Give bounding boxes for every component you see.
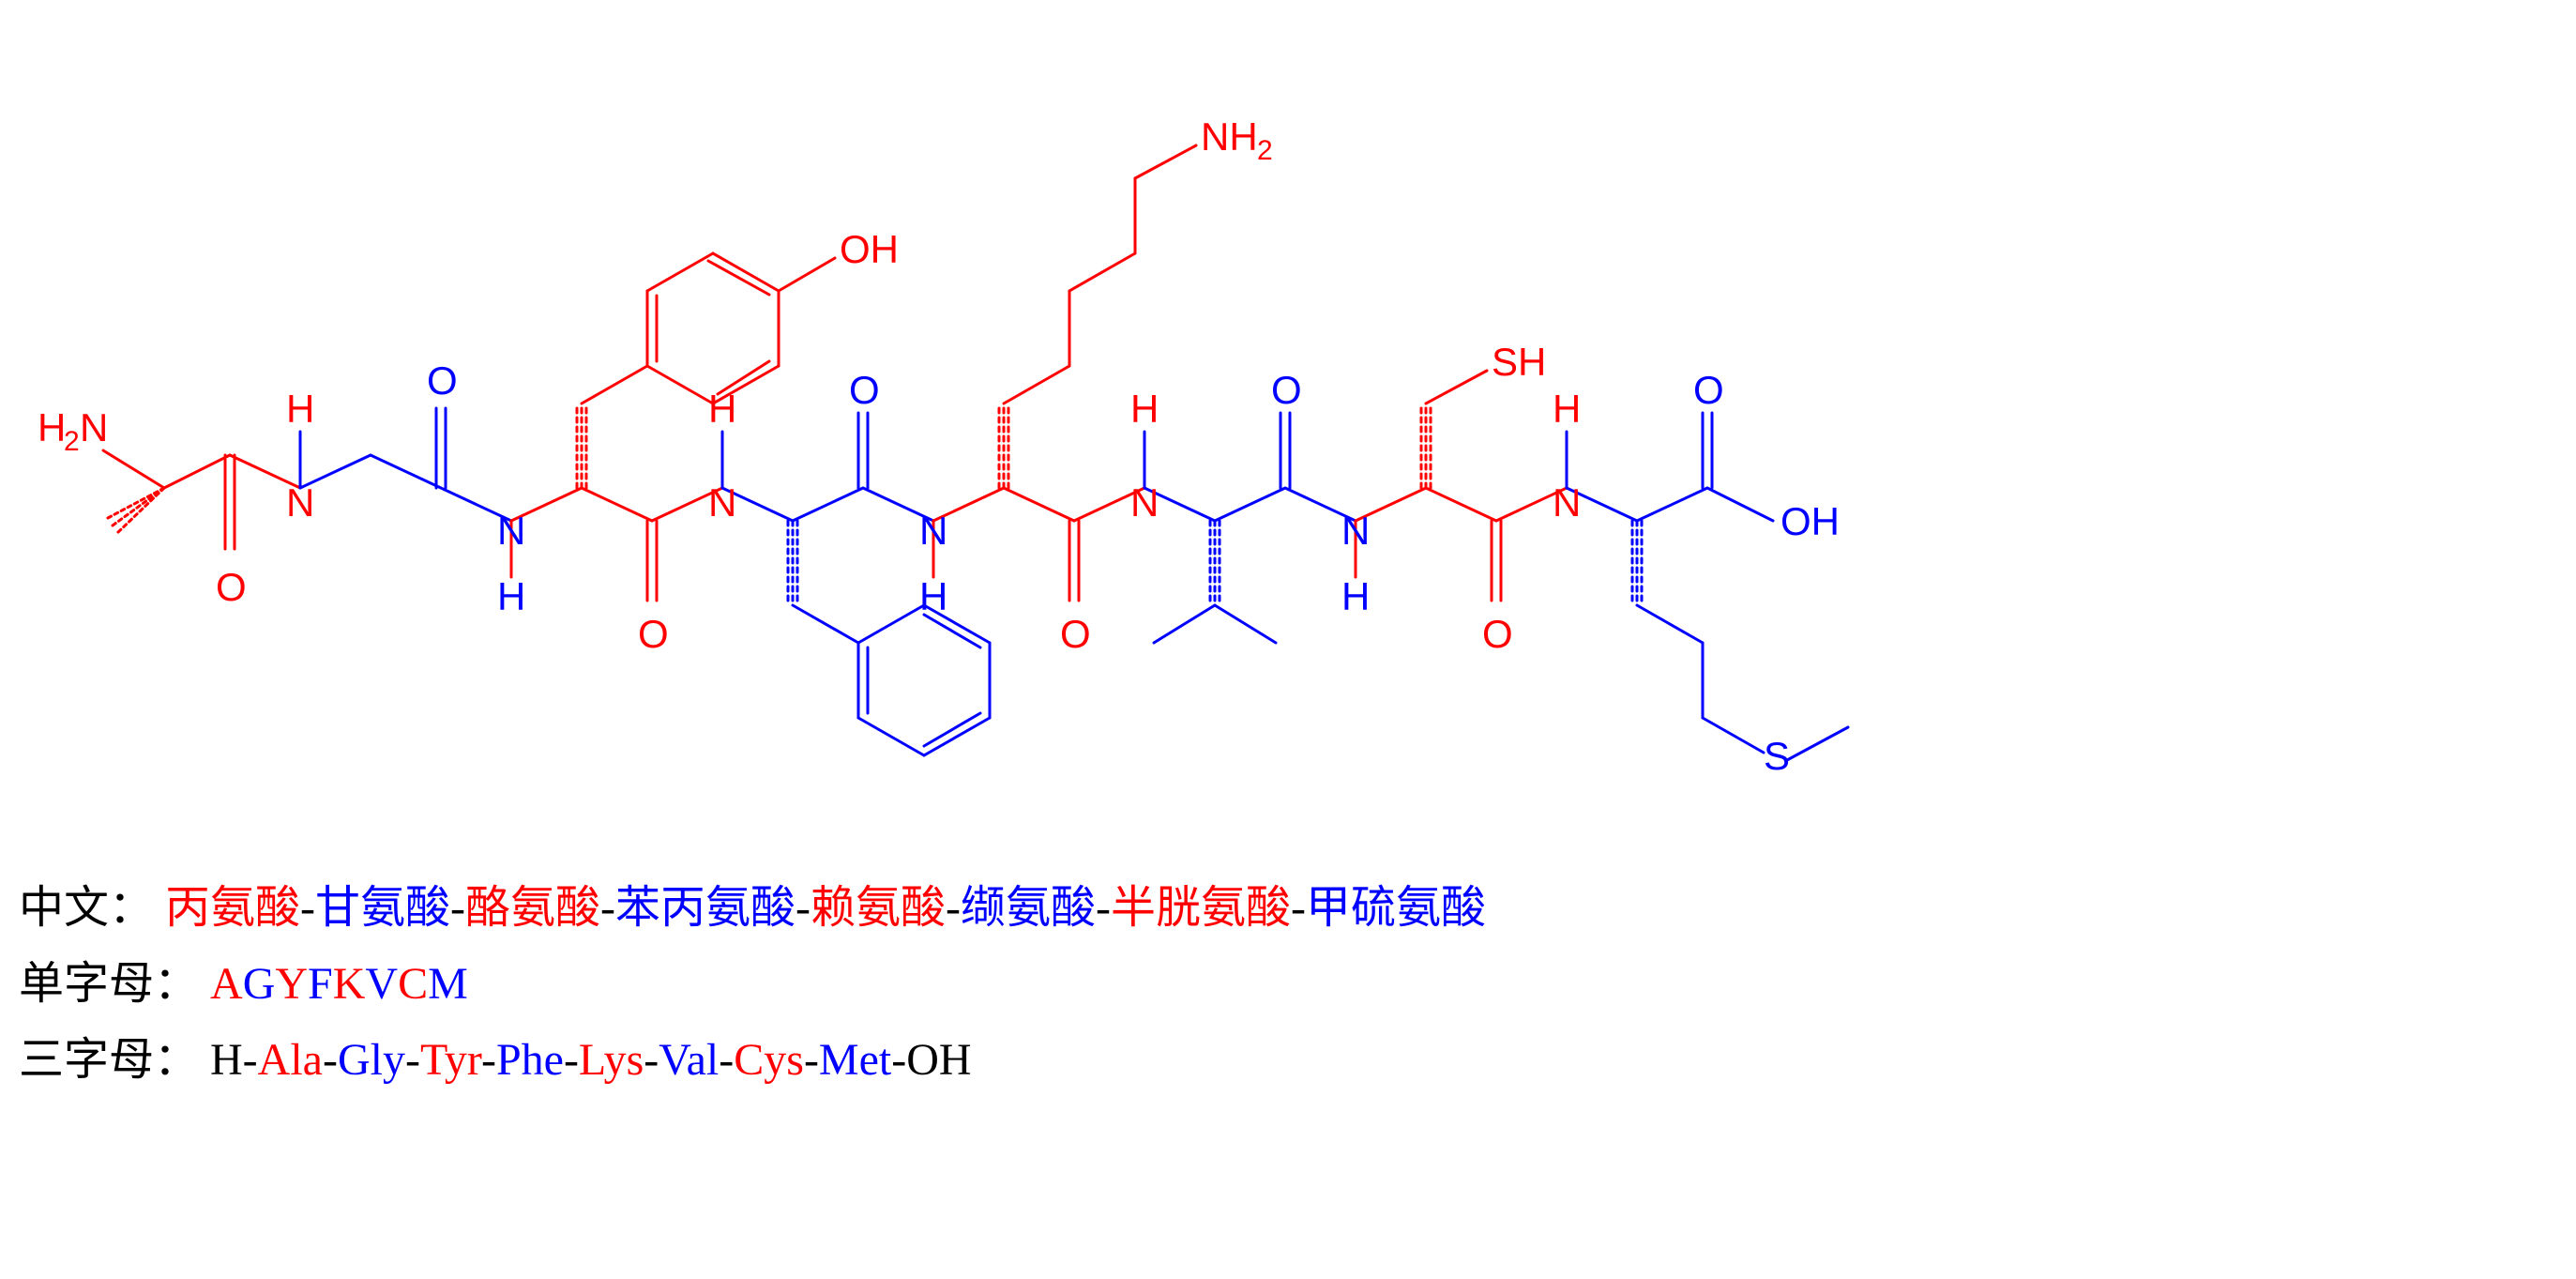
svg-text:H: H: [919, 574, 947, 618]
three-letter-prefix: 三字母：: [19, 1035, 199, 1085]
svg-text:O: O: [1271, 368, 1302, 412]
svg-text:N: N: [286, 480, 314, 525]
svg-text:O: O: [638, 612, 669, 656]
three-letter-row: 三字母： H-Ala-Gly-Tyr-Phe-Lys-Val-Cys-Met-O…: [19, 1025, 2552, 1097]
svg-text:2: 2: [64, 426, 80, 457]
svg-text:O: O: [216, 565, 247, 609]
peptide-diagram: H 2 N O N: [19, 19, 2552, 1096]
svg-text:H: H: [1130, 387, 1159, 431]
svg-text:N: N: [1553, 480, 1581, 525]
svg-text:H: H: [497, 574, 525, 618]
svg-text:O: O: [1693, 368, 1724, 412]
svg-text:H: H: [1341, 574, 1370, 618]
svg-text:OH: OH: [1780, 499, 1840, 543]
svg-text:H: H: [1553, 387, 1581, 431]
single-letter-prefix: 单字母：: [19, 959, 199, 1009]
svg-text:N: N: [1341, 509, 1370, 553]
svg-text:SH: SH: [1492, 340, 1546, 384]
three-letter-list: H-Ala-Gly-Tyr-Phe-Lys-Val-Cys-Met-OH: [210, 1035, 972, 1085]
svg-text:N: N: [708, 480, 736, 525]
single-letter-row: 单字母： AGYFKVCM: [19, 949, 2552, 1021]
svg-text:OH: OH: [840, 227, 899, 271]
svg-text:H: H: [38, 405, 66, 449]
svg-text:NH: NH: [1201, 114, 1258, 159]
single-letter-list: AGYFKVCM: [210, 959, 468, 1009]
chinese-prefix: 中文：: [19, 883, 154, 933]
svg-text:2: 2: [1257, 135, 1273, 166]
svg-text:H: H: [708, 387, 736, 431]
svg-text:O: O: [1060, 612, 1091, 656]
text-labels: 中文： 丙氨酸-甘氨酸-酪氨酸-苯丙氨酸-赖氨酸-缬氨酸-半胱氨酸-甲硫氨酸 单…: [19, 873, 2552, 1096]
svg-text:N: N: [80, 405, 108, 449]
chinese-names-row: 中文： 丙氨酸-甘氨酸-酪氨酸-苯丙氨酸-赖氨酸-缬氨酸-半胱氨酸-甲硫氨酸: [19, 873, 2552, 945]
chemical-structure: H 2 N O N: [19, 19, 2552, 863]
svg-text:N: N: [497, 509, 525, 553]
svg-text:O: O: [427, 358, 458, 403]
svg-text:O: O: [1482, 612, 1513, 656]
chinese-list: 丙氨酸-甘氨酸-酪氨酸-苯丙氨酸-赖氨酸-缬氨酸-半胱氨酸-甲硫氨酸: [165, 883, 1486, 933]
svg-text:O: O: [849, 368, 880, 412]
svg-text:S: S: [1764, 734, 1790, 778]
svg-text:N: N: [1130, 480, 1159, 525]
svg-text:N: N: [919, 509, 947, 553]
svg-text:H: H: [286, 387, 314, 431]
